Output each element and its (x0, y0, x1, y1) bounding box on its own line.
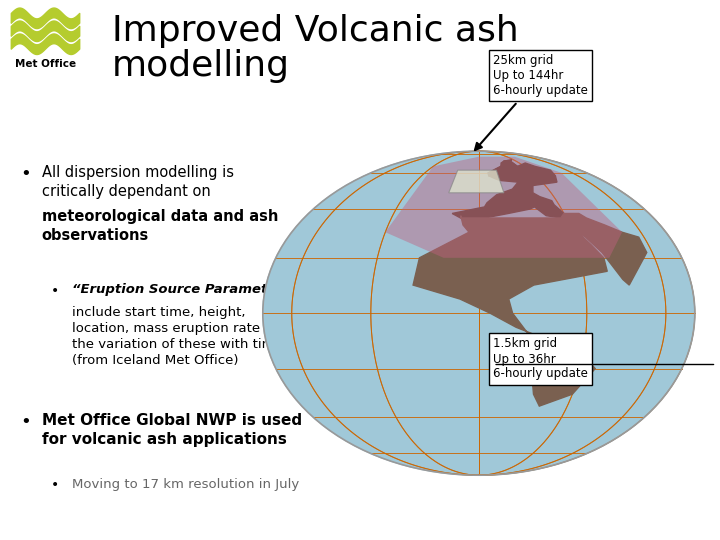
Polygon shape (518, 163, 557, 186)
Text: meteorological data and ash
observations: meteorological data and ash observations (42, 209, 278, 243)
Text: Met Office: Met Office (15, 59, 76, 70)
Circle shape (263, 151, 695, 475)
Text: Improved Volcanic ash
modelling: Improved Volcanic ash modelling (112, 14, 518, 83)
Polygon shape (452, 160, 564, 218)
Polygon shape (488, 160, 524, 176)
Polygon shape (449, 170, 504, 193)
Text: •: • (20, 165, 31, 183)
Polygon shape (413, 213, 607, 406)
Polygon shape (564, 213, 647, 285)
Text: “Eruption Source Parameters”: “Eruption Source Parameters” (72, 284, 300, 296)
Text: •: • (20, 413, 31, 431)
Text: All dispersion modelling is
critically dependant on: All dispersion modelling is critically d… (42, 165, 234, 199)
Text: •: • (50, 478, 58, 492)
Text: Met Office Global NWP is used
for volcanic ash applications: Met Office Global NWP is used for volcan… (42, 413, 302, 447)
Text: include start time, height,
location, mass eruption rate and
the variation of th: include start time, height, location, ma… (72, 306, 289, 367)
Polygon shape (385, 157, 622, 258)
Text: •: • (50, 284, 58, 298)
Text: 1.5km grid
Up to 36hr
6-hourly update: 1.5km grid Up to 36hr 6-hourly update (493, 338, 588, 381)
Text: Moving to 17 km resolution in July: Moving to 17 km resolution in July (72, 478, 300, 491)
Text: 25km grid
Up to 144hr
6-hourly update: 25km grid Up to 144hr 6-hourly update (475, 54, 588, 150)
